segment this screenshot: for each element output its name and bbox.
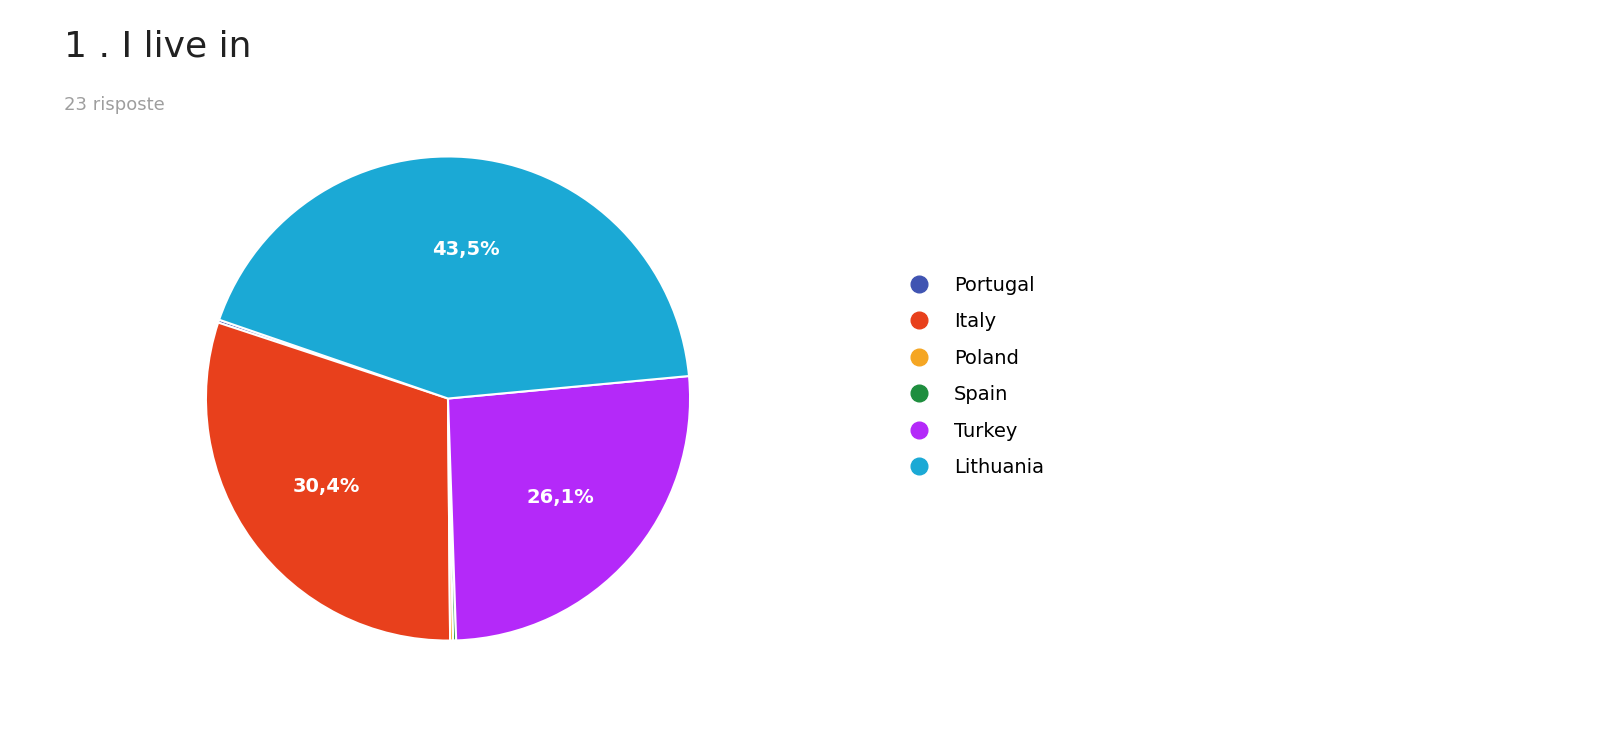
Wedge shape — [448, 376, 690, 641]
Wedge shape — [218, 320, 448, 399]
Text: 1 . I live in: 1 . I live in — [64, 30, 251, 63]
Text: 43,5%: 43,5% — [432, 240, 499, 259]
Wedge shape — [206, 323, 450, 641]
Wedge shape — [219, 156, 690, 399]
Wedge shape — [448, 399, 453, 641]
Text: 30,4%: 30,4% — [293, 477, 360, 497]
Legend: Portugal, Italy, Poland, Spain, Turkey, Lithuania: Portugal, Italy, Poland, Spain, Turkey, … — [890, 266, 1054, 487]
Text: 23 risposte: 23 risposte — [64, 96, 165, 114]
Text: 26,1%: 26,1% — [526, 489, 595, 507]
Wedge shape — [448, 399, 456, 641]
